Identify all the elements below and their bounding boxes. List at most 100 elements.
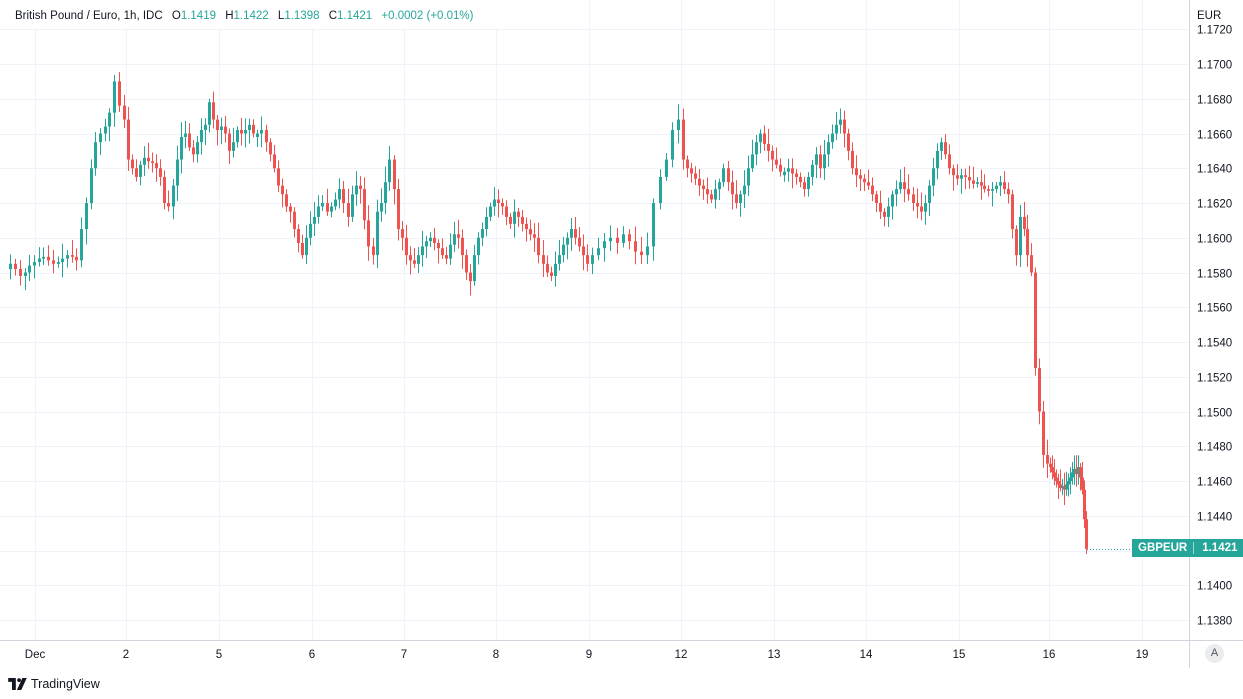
- candle-body-up: [172, 185, 175, 207]
- candle-body-down: [1055, 477, 1058, 481]
- candle-body-up: [9, 263, 12, 270]
- candle-body-down: [252, 124, 255, 134]
- candle-body-down: [401, 229, 404, 238]
- candle-body-up: [489, 206, 492, 217]
- candle-body-down: [188, 133, 191, 148]
- candle-body-up: [355, 185, 358, 195]
- candle-body-up: [305, 237, 308, 256]
- symbol-title[interactable]: British Pound / Euro, 1h, IDC: [15, 10, 163, 22]
- candle-body-up: [99, 133, 102, 143]
- candle-body-down: [293, 211, 296, 230]
- candle-body-up: [743, 185, 746, 195]
- candle-body-down: [533, 234, 536, 238]
- candle-body-up: [739, 194, 742, 203]
- close-label: C: [328, 10, 338, 22]
- candle-body-up: [248, 124, 251, 131]
- last-price-tag: GBPEUR 1.1421: [1132, 539, 1243, 557]
- candle-body-down: [948, 154, 951, 169]
- candle-body-down: [433, 237, 436, 243]
- candle-body-down: [686, 159, 689, 169]
- candle-body-up: [659, 176, 662, 203]
- candle-body-up: [309, 223, 312, 238]
- price-tick-label: 1.1440: [1197, 512, 1232, 524]
- candle-body-down: [1003, 182, 1006, 190]
- candle-body-up: [108, 112, 111, 127]
- legend-backdrop: [0, 0, 500, 29]
- symbol-legend: British Pound / Euro, 1h, IDC O1.1419 H1…: [15, 10, 473, 22]
- price-tick-label: 1.1580: [1197, 269, 1232, 281]
- candle-body-up: [104, 126, 107, 134]
- candle-body-up: [180, 136, 183, 160]
- candle-body-down: [52, 260, 55, 264]
- candle-body-up: [811, 164, 814, 177]
- auto-scale-button[interactable]: A: [1205, 644, 1224, 663]
- candle-body-up: [513, 211, 516, 224]
- candle-body-down: [301, 242, 304, 256]
- candle-body-down: [509, 216, 512, 224]
- candle-body-down: [867, 182, 870, 186]
- candle-body-down: [763, 133, 766, 144]
- candle-body-up: [887, 206, 890, 217]
- candle-body-down: [265, 130, 268, 143]
- candle-body-down: [698, 178, 701, 186]
- candle-body-up: [591, 255, 594, 264]
- candle-body-down: [326, 203, 329, 212]
- candle-body-up: [236, 130, 239, 143]
- time-axis[interactable]: Dec 2 5 6 7 8 9 12 13 14 15 16 19: [25, 649, 1149, 661]
- candle-body-down: [505, 206, 508, 217]
- candle-body-down: [445, 255, 448, 259]
- candle-body-down: [281, 185, 284, 195]
- candle-body-down: [983, 185, 986, 190]
- candle-body-down: [1085, 519, 1088, 549]
- candle-body-down: [803, 182, 806, 190]
- candle-body-up: [85, 203, 88, 230]
- candle-body-down: [795, 173, 798, 177]
- candle-body-down: [855, 168, 858, 176]
- candle-body-down: [578, 237, 581, 247]
- grid-lines: [0, 0, 1189, 640]
- price-tick-label: 1.1560: [1197, 303, 1232, 315]
- candle-body-down: [240, 130, 243, 134]
- candle-body-up: [313, 216, 316, 224]
- candle-body-up: [759, 133, 762, 143]
- tradingview-logo-icon: [8, 678, 27, 690]
- brand-footer[interactable]: TradingView: [8, 677, 100, 691]
- time-tick-label: 16: [1043, 649, 1056, 661]
- candle-body-down: [71, 255, 74, 257]
- candle-body-up: [665, 159, 668, 177]
- candle-body-down: [706, 189, 709, 195]
- candle-body-up: [646, 246, 649, 256]
- candle-body-down: [875, 194, 878, 203]
- candle-body-down: [359, 185, 362, 190]
- candle-body-up: [960, 175, 963, 179]
- candle-body-down: [297, 229, 300, 243]
- candle-body-up: [244, 130, 247, 134]
- candles: [9, 72, 1132, 555]
- candle-body-up: [827, 142, 830, 155]
- candle-body-up: [714, 189, 717, 200]
- candle-body-up: [334, 199, 337, 207]
- high-value: 1.1422: [233, 10, 269, 22]
- candle-body-up: [1067, 481, 1070, 485]
- candle-body-down: [903, 182, 906, 190]
- candle-body-up: [481, 229, 484, 238]
- candle-body-down: [574, 229, 577, 238]
- candle-body-up: [196, 142, 199, 155]
- candle-body-down: [367, 220, 370, 247]
- open-label: O: [171, 10, 181, 22]
- candle-body-down: [497, 199, 500, 203]
- candle-body-down: [167, 203, 170, 207]
- candle-body-down: [1023, 216, 1026, 230]
- price-tick-label: 1.1460: [1197, 477, 1232, 489]
- candle-body-down: [968, 176, 971, 181]
- candle-body-down: [883, 211, 886, 217]
- price-tick-label: 1.1640: [1197, 164, 1232, 176]
- price-tick-label: 1.1520: [1197, 373, 1232, 385]
- candle-body-down: [542, 255, 545, 264]
- candle-body-up: [477, 237, 480, 256]
- candle-body-down: [863, 178, 866, 183]
- candle-body-up: [204, 124, 207, 131]
- price-axis[interactable]: 1.1720 1.1700 1.1680 1.1660 1.1640 1.1620 1.16…: [1197, 25, 1232, 628]
- candle-body-up: [1065, 484, 1068, 490]
